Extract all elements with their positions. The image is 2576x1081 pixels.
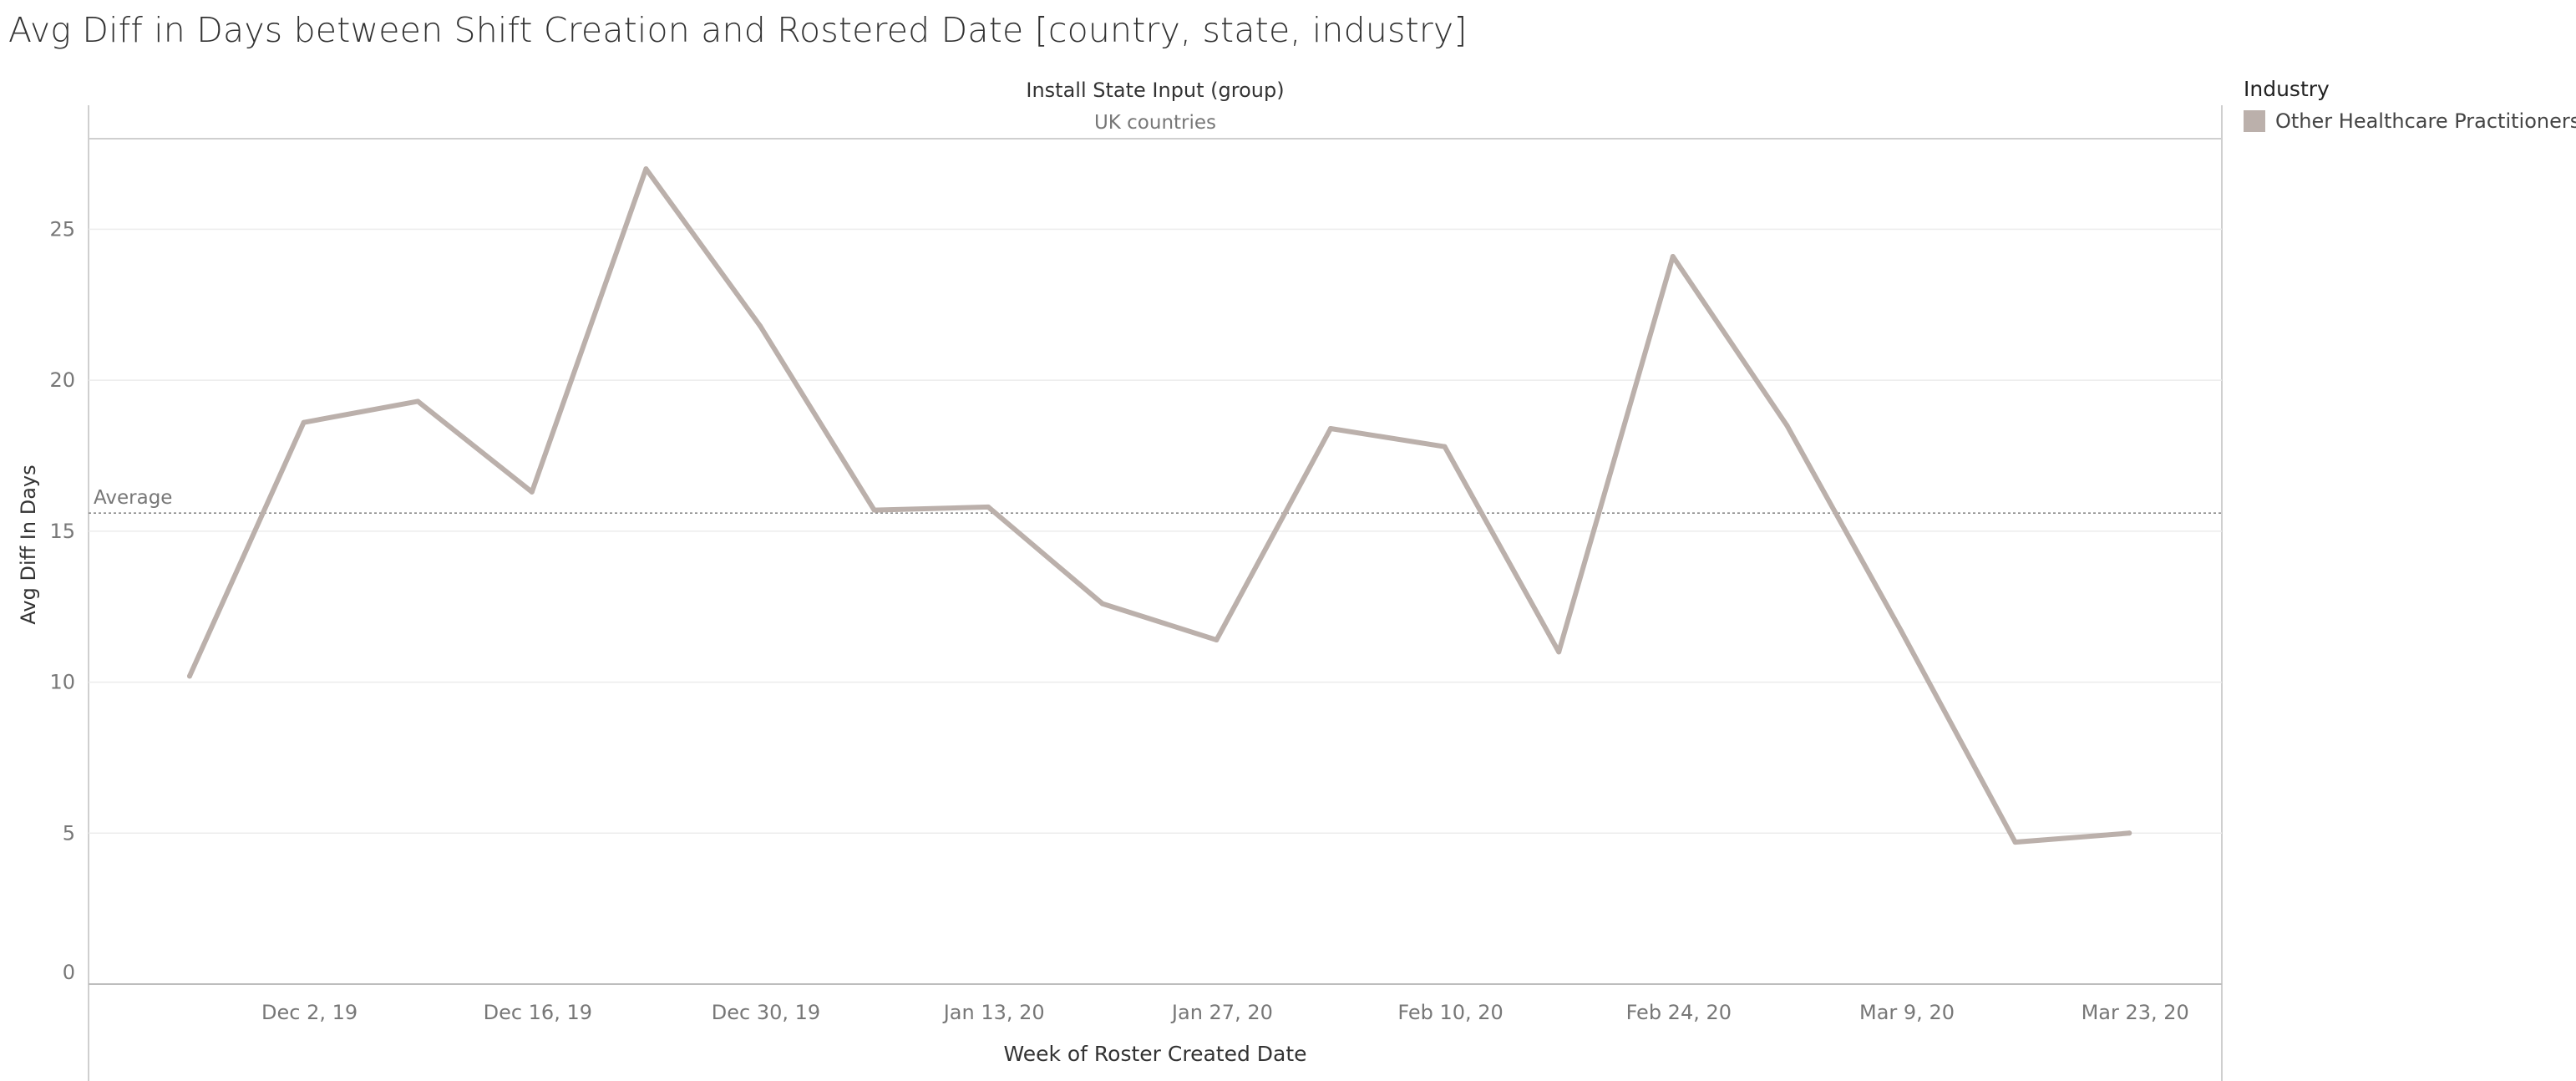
data-point <box>758 323 763 329</box>
y-tick-label: 10 <box>49 671 75 694</box>
data-point <box>2012 840 2018 845</box>
data-point <box>1328 425 1333 431</box>
data-point <box>1670 253 1676 259</box>
legend-item[interactable]: Other Healthcare Practitioners <box>2244 109 2576 133</box>
y-tick-label: 25 <box>49 217 75 241</box>
data-point <box>187 673 192 679</box>
y-tick-label: 20 <box>49 368 75 392</box>
x-tick-label: Dec 30, 19 <box>712 1001 820 1024</box>
data-point <box>986 504 991 510</box>
data-point <box>871 507 877 513</box>
legend-item-label: Other Healthcare Practitioners <box>2275 109 2576 133</box>
average-reference-line: Average <box>89 487 2222 514</box>
data-point <box>529 489 535 495</box>
data-point <box>1214 637 1220 642</box>
x-tick-label: Jan 27, 20 <box>1170 1001 1273 1024</box>
x-axis: Dec 2, 19 Dec 16, 19 Dec 30, 19 Jan 13, 20 J… <box>261 1001 2189 1066</box>
x-tick-label: Mar 23, 20 <box>2082 1001 2189 1024</box>
y-axis: 0 5 10 15 20 25 Avg Diff In Days <box>17 217 75 984</box>
data-point <box>1784 423 1790 429</box>
x-tick-label: Feb 24, 20 <box>1626 1001 1732 1024</box>
gridlines <box>89 228 2222 835</box>
data-point <box>643 166 649 172</box>
panel-label: UK countries <box>1094 112 1216 134</box>
data-point <box>2127 830 2132 836</box>
data-point <box>1556 649 1562 655</box>
legend-swatch <box>2244 110 2265 132</box>
x-tick-label: Feb 10, 20 <box>1397 1001 1503 1024</box>
series-line <box>187 166 2132 845</box>
data-point <box>1099 601 1105 606</box>
legend-title: Industry <box>2244 77 2330 101</box>
y-tick-label: 15 <box>49 520 75 543</box>
chart-title: Avg Diff in Days between Shift Creation … <box>8 10 1468 50</box>
x-tick-label: Dec 16, 19 <box>484 1001 592 1024</box>
series-layer <box>187 166 2132 845</box>
data-point <box>415 398 421 404</box>
x-tick-label: Dec 2, 19 <box>261 1001 357 1024</box>
y-tick-label: 5 <box>63 821 75 845</box>
y-axis-title: Avg Diff In Days <box>17 464 40 624</box>
y-tick-label: 0 <box>63 961 75 984</box>
chart-frame <box>88 105 2223 1081</box>
data-point <box>1442 444 1448 449</box>
legend: Industry Other Healthcare Practitioners <box>2244 77 2576 133</box>
column-header: Install State Input (group) <box>1026 79 1284 102</box>
data-point <box>301 419 307 425</box>
x-axis-title: Week of Roster Created Date <box>1003 1042 1306 1066</box>
x-tick-label: Jan 13, 20 <box>942 1001 1045 1024</box>
panel-headers: Install State Input (group) UK countries <box>1026 79 1284 134</box>
x-tick-label: Mar 9, 20 <box>1859 1001 1955 1024</box>
average-label: Average <box>94 487 172 509</box>
data-point <box>1899 628 1904 634</box>
